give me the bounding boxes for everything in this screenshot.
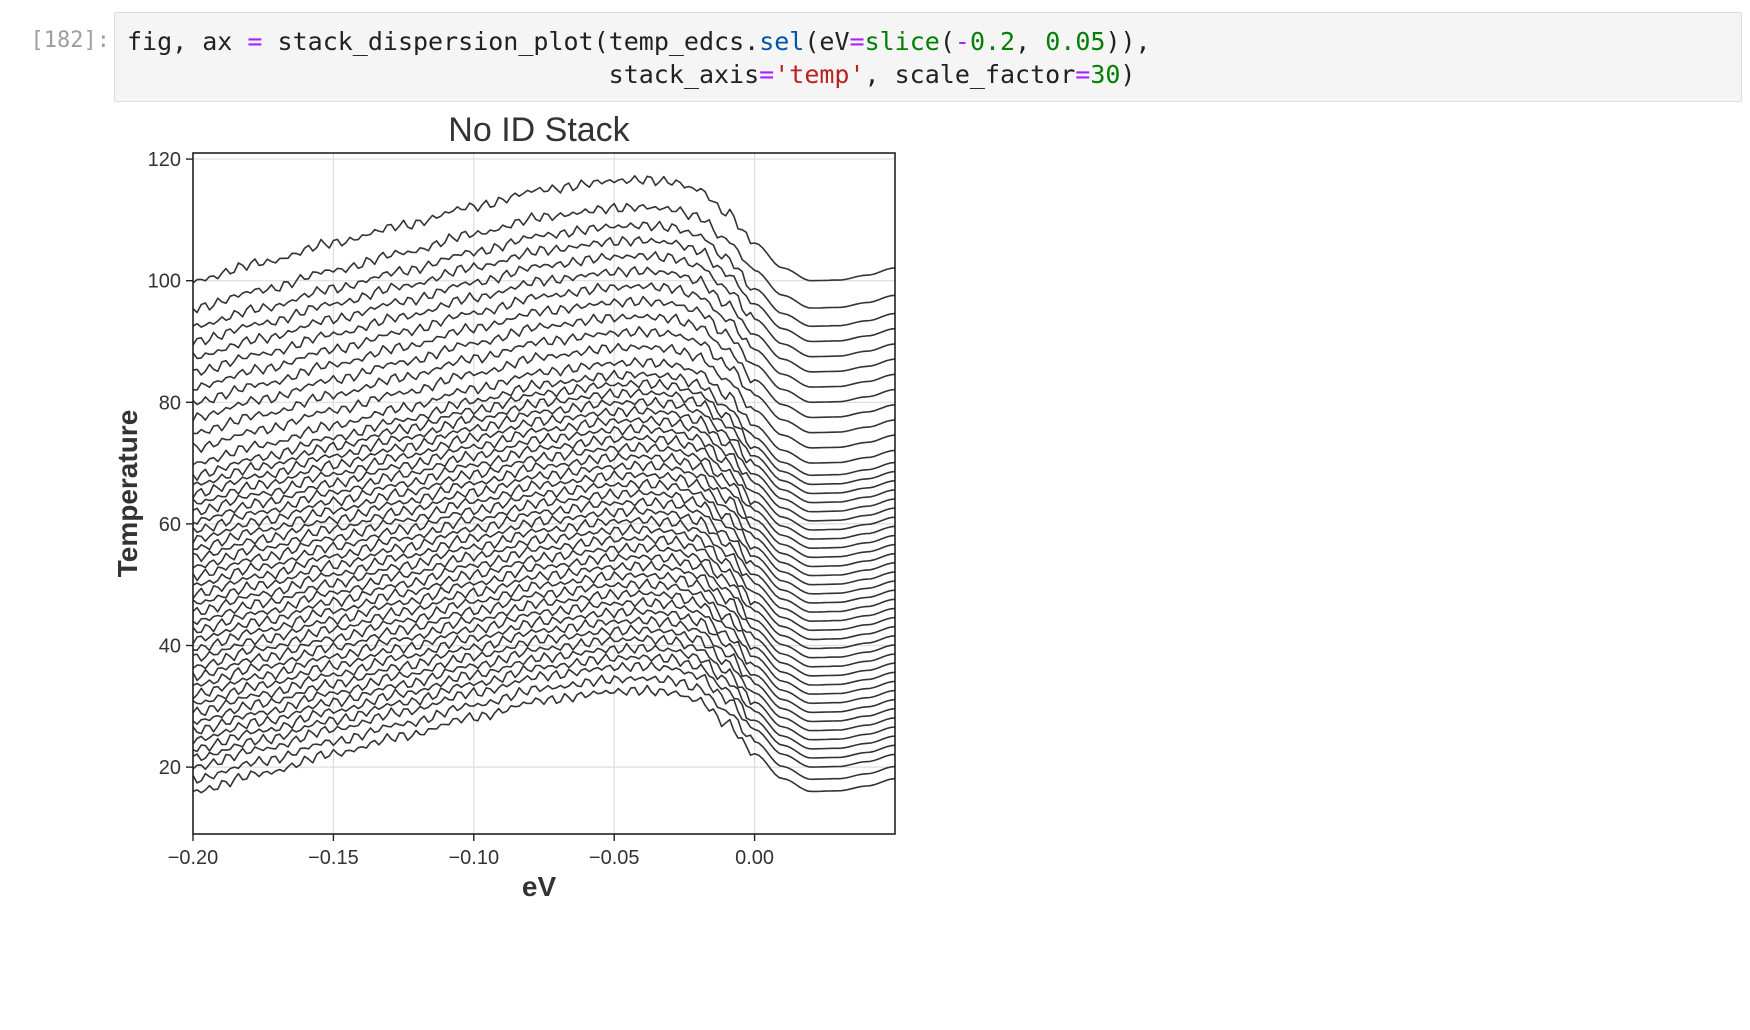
code-token: = [849,27,865,56]
series-line [192,588,896,700]
series-line [192,220,896,328]
series-line [192,434,896,544]
cell-prompt: [182]: [30,28,110,53]
series-line [192,478,896,587]
chart-title: No ID Stack [448,115,630,149]
series-line [192,497,896,605]
code-token: - [954,27,970,56]
series-line [192,506,896,615]
code-cell-input[interactable]: fig, ax = stack_dispersion_plot(temp_edc… [114,12,1742,102]
series-line [192,378,896,486]
series-line [192,175,896,284]
y-axis-label: Temperature [115,410,143,578]
code-line: fig, ax = stack_dispersion_plot(temp_edc… [127,27,1151,56]
series-line [192,415,896,525]
y-tick-label: 120 [148,149,181,171]
series-line [192,642,896,753]
series-line [192,452,896,563]
code-token: , [1015,27,1046,56]
series-line [192,282,896,391]
series-line [192,542,896,652]
series-line [192,523,896,634]
series-line [192,634,896,745]
y-tick-label: 100 [148,271,181,293]
series-line [192,326,896,435]
x-tick-label: −0.15 [308,847,359,869]
series-lines [192,175,896,794]
series-line [192,653,896,762]
y-tick-label: 40 [159,636,181,658]
code-token: 30 [1090,60,1121,89]
code-token: stack_axis [127,60,760,89]
code-token: = [247,27,263,56]
series-line [192,295,896,406]
code-token: 0.2 [969,27,1016,56]
x-tick-label: −0.10 [448,847,499,869]
x-tick-label: −0.20 [168,847,219,869]
y-tick-label: 60 [159,514,181,536]
series-line [192,202,896,314]
series-line [192,515,896,625]
code-token: 'temp' [774,60,865,89]
series-line [192,616,896,725]
x-tick-label: −0.05 [589,847,640,869]
series-line [192,405,896,516]
code-editor[interactable]: fig, ax = stack_dispersion_plot(temp_edc… [127,25,1151,91]
code-token: ( [939,27,955,56]
code-token: stack_dispersion_plot(temp_edcs. [262,27,760,56]
code-line: stack_axis='temp', scale_factor=30) [127,60,1136,89]
series-line [192,674,896,784]
code-token: )), [1105,27,1151,56]
series-line [192,313,896,422]
ticks: −0.20 −0.15 −0.10 −0.05 0.00 20 40 60 80 100 120 [148,149,774,869]
series-line [192,624,896,735]
series-line [192,396,896,505]
series-line [192,251,896,360]
series-line [192,534,896,645]
x-tick-label: 0.00 [735,847,774,869]
series-line [192,423,896,534]
series-line [192,388,896,499]
series-line [192,442,896,551]
y-tick-label: 20 [159,757,181,779]
series-line [192,578,896,687]
code-token: sel [759,27,805,56]
series-line [192,369,896,481]
series-line [192,342,896,453]
series-line [192,488,896,599]
series-line [192,597,896,705]
code-token: fig, ax [127,27,248,56]
series-line [192,266,896,376]
code-token: ) [1120,60,1136,89]
grid-lines [192,153,895,834]
code-token: (eV [804,27,850,56]
code-token: , scale_factor [864,60,1076,89]
code-token: 0.05 [1045,27,1106,56]
series-line [192,470,896,582]
series-line [192,684,896,794]
stack-plot-figure: −0.20 −0.15 −0.10 −0.05 0.00 20 40 60 80 100 120 N… [112,111,1015,1015]
x-axis-label: eV [522,871,557,902]
y-tick-label: 80 [159,392,181,414]
code-token: = [1075,60,1091,89]
series-line [192,236,896,346]
code-token: slice [864,27,940,56]
series-line [192,552,896,662]
axes-frame [192,152,896,835]
code-token: = [759,60,775,89]
series-line [192,571,896,682]
stack-plot-chart: −0.20 −0.15 −0.10 −0.05 0.00 20 40 60 80 100 120 N… [112,111,896,902]
series-line [192,460,896,569]
series-line [192,560,896,670]
series-line [192,606,896,716]
series-line [192,661,896,770]
series-line [192,357,896,466]
